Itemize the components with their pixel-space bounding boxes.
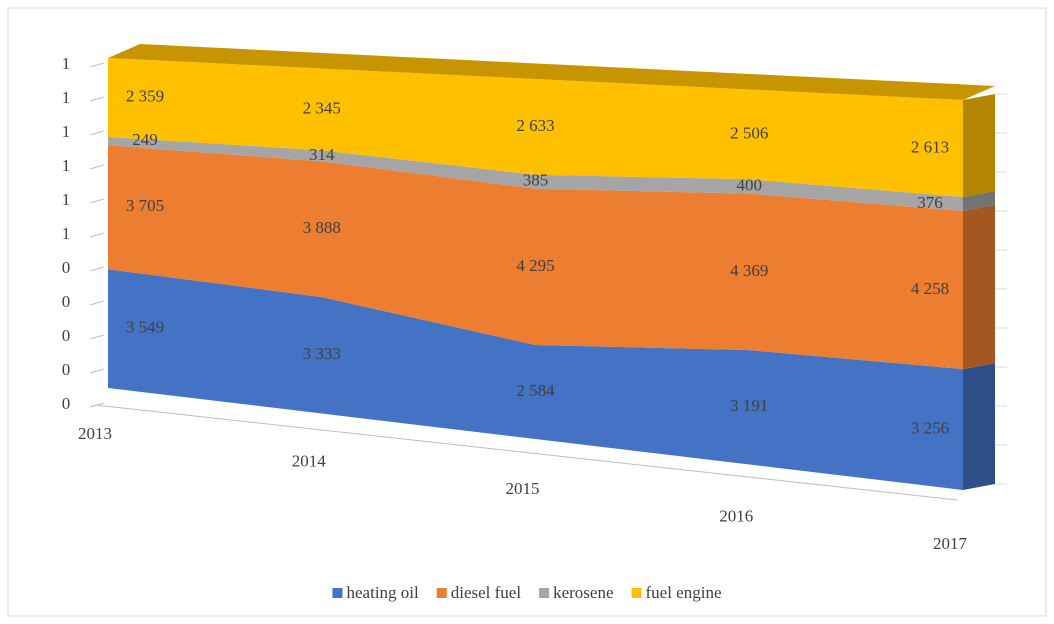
x-tick-label: 2014 — [292, 451, 327, 470]
y-tick-label: 0 — [62, 360, 71, 379]
x-tick-label: 2015 — [506, 479, 540, 498]
y-tick-label: 0 — [62, 258, 71, 277]
data-label: 2 345 — [303, 98, 341, 117]
legend-label: diesel fuel — [451, 583, 522, 602]
y-tick — [89, 96, 105, 102]
area-side — [963, 94, 995, 198]
y-tick-label: 0 — [62, 326, 71, 345]
x-axis — [94, 404, 958, 501]
legend-swatch — [436, 588, 447, 598]
y-tick-label: 1 — [62, 190, 71, 209]
y-tick-label: 1 — [62, 88, 71, 107]
data-label: 4 369 — [730, 261, 768, 280]
x-tick-label: 2017 — [933, 534, 968, 553]
data-label: 3 549 — [126, 318, 164, 337]
y-tick — [89, 334, 105, 340]
area-side — [963, 191, 995, 211]
data-label: 3 705 — [126, 196, 164, 215]
y-tick-label: 1 — [62, 54, 71, 73]
y-tick — [89, 198, 105, 204]
area-side — [963, 363, 995, 490]
data-label: 3 888 — [303, 218, 341, 237]
area-side — [963, 204, 995, 370]
area-top — [108, 44, 995, 100]
y-tick — [89, 130, 105, 136]
y-tick-label: 0 — [62, 292, 71, 311]
data-label: 4 258 — [911, 279, 949, 298]
x-tick-label: 2016 — [719, 506, 753, 525]
y-tick — [89, 368, 105, 374]
area — [108, 58, 963, 198]
data-label: 2 359 — [126, 86, 164, 105]
y-tick — [89, 232, 105, 238]
area — [108, 136, 963, 211]
y-tick — [89, 164, 105, 170]
y-tick — [89, 300, 105, 306]
legend-swatch — [631, 588, 642, 598]
data-label: 2 633 — [516, 116, 554, 135]
y-tick-label: 1 — [62, 156, 71, 175]
data-label: 2 613 — [911, 137, 949, 156]
area — [108, 269, 963, 490]
data-label: 2 584 — [516, 381, 555, 400]
y-tick-label: 1 — [62, 224, 71, 243]
data-label: 4 295 — [516, 256, 554, 275]
data-label: 400 — [737, 175, 763, 194]
legend-label: fuel engine — [646, 583, 722, 602]
data-label: 2 506 — [730, 123, 768, 142]
y-tick-label: 0 — [62, 394, 71, 413]
data-label: 376 — [917, 193, 943, 212]
data-label: 3 256 — [911, 418, 949, 437]
legend-swatch — [332, 588, 343, 598]
legend-label: kerosene — [553, 583, 613, 602]
legend-label: heating oil — [347, 583, 420, 602]
data-label: 314 — [309, 145, 335, 164]
data-label: 3 333 — [303, 344, 341, 363]
y-tick — [89, 62, 105, 68]
data-label: 249 — [132, 130, 158, 149]
data-label: 3 191 — [730, 396, 768, 415]
y-tick-label: 1 — [62, 122, 71, 141]
area — [108, 145, 963, 370]
legend-swatch — [539, 588, 550, 598]
data-label: 385 — [523, 171, 549, 190]
y-tick — [89, 266, 105, 272]
x-tick-label: 2013 — [78, 424, 112, 443]
